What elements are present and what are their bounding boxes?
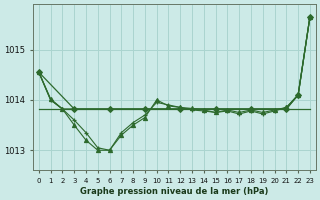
X-axis label: Graphe pression niveau de la mer (hPa): Graphe pression niveau de la mer (hPa) bbox=[80, 187, 268, 196]
